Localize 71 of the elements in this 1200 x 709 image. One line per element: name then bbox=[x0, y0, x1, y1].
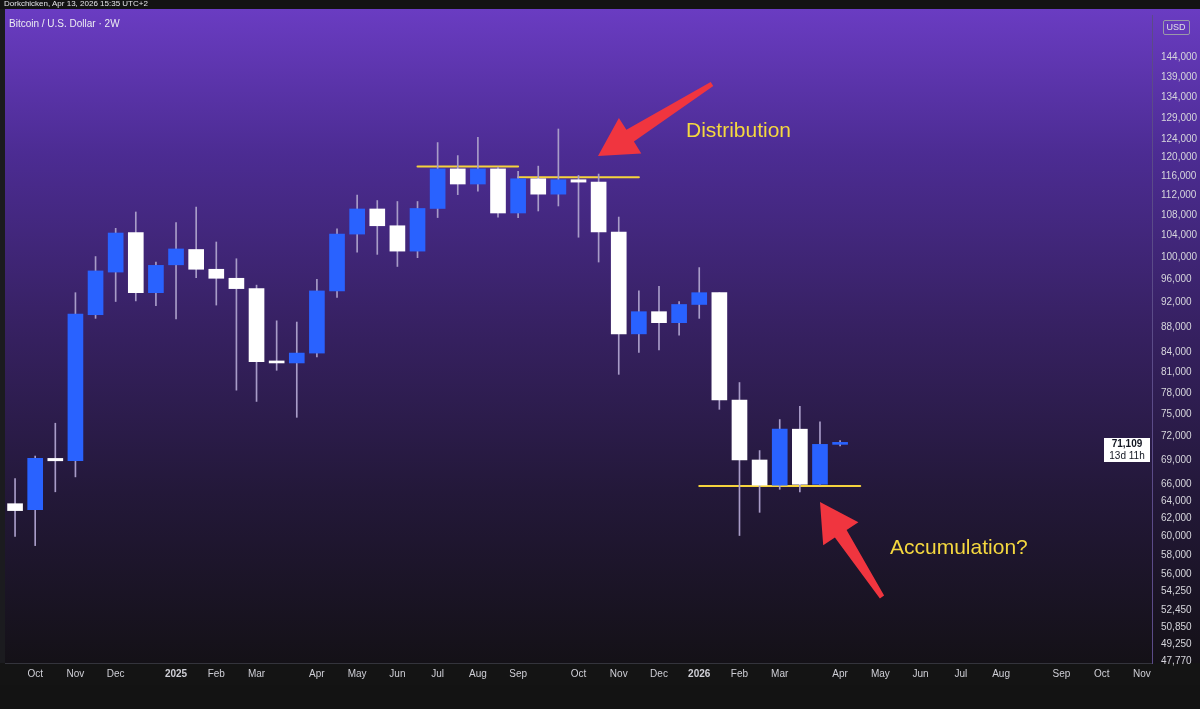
x-tick-label: Oct bbox=[1093, 667, 1110, 679]
y-tick-label: 104,000 bbox=[1161, 229, 1198, 241]
x-tick-label: Jul bbox=[431, 667, 445, 679]
y-tick-label: 54,250 bbox=[1161, 585, 1193, 597]
y-tick-label: 78,000 bbox=[1161, 386, 1193, 398]
candlestick bbox=[168, 222, 184, 320]
x-tick-label: Feb bbox=[730, 667, 749, 679]
x-tick-label: Aug bbox=[468, 667, 487, 679]
y-tick-label: 120,000 bbox=[1161, 151, 1198, 163]
y-tick-label: 81,000 bbox=[1161, 366, 1193, 378]
y-tick-label: 72,000 bbox=[1161, 430, 1193, 442]
text: Dorkchicken, Apr 13, 2026 15:35 UTC+2 bbox=[4, 0, 148, 8]
y-tick-label: 100,000 bbox=[1161, 250, 1198, 262]
x-tick-label: Nov bbox=[609, 667, 628, 679]
y-tick-label: 112,000 bbox=[1161, 188, 1197, 200]
x-tick-label: Sep bbox=[1052, 667, 1071, 679]
y-tick-label: 52,450 bbox=[1161, 603, 1193, 615]
x-tick-label: Jul bbox=[954, 667, 968, 679]
y-tick-label: 75,000 bbox=[1161, 408, 1193, 420]
y-tick-label: 88,000 bbox=[1161, 320, 1193, 332]
x-tick-label: 2025 bbox=[164, 667, 188, 679]
x-tick-label: Dec bbox=[650, 667, 668, 679]
annotation: 71,109 bbox=[1104, 437, 1150, 450]
x-tick-label: Sep bbox=[509, 667, 528, 679]
y-tick-label: 129,000 bbox=[1161, 111, 1198, 123]
y-tick-label: 56,000 bbox=[1161, 567, 1193, 579]
x-tick-label: May bbox=[870, 667, 890, 679]
y-tick-label: 50,850 bbox=[1161, 620, 1193, 632]
y-tick-label: 134,000 bbox=[1161, 90, 1198, 102]
annotation: Accumulation? bbox=[890, 535, 1028, 558]
annotation: Distribution bbox=[686, 118, 792, 141]
y-tick-label: 60,000 bbox=[1161, 530, 1193, 542]
candlestick bbox=[691, 267, 708, 319]
x-tick-label: Nov bbox=[1133, 667, 1151, 679]
x-tick-label: Apr bbox=[309, 667, 326, 679]
x-tick-label: Mar bbox=[247, 667, 266, 679]
y-tick-label: 66,000 bbox=[1161, 478, 1193, 490]
x-tick-label: Nov bbox=[66, 667, 85, 679]
candlestick bbox=[47, 422, 64, 493]
candlestick bbox=[288, 321, 305, 418]
x-tick-label: 2026 bbox=[688, 667, 711, 679]
candlestick bbox=[208, 241, 225, 306]
x-tick-label: May bbox=[347, 667, 367, 679]
x-tick-label: Feb bbox=[207, 667, 226, 679]
y-tick-label: 92,000 bbox=[1161, 296, 1193, 308]
y-tick-label: 47,770 bbox=[1161, 654, 1193, 666]
x-tick-label: Oct bbox=[27, 667, 44, 679]
x-tick-label: Aug bbox=[992, 667, 1010, 679]
y-tick-label: 69,000 bbox=[1161, 453, 1193, 465]
x-tick-label: Dec bbox=[106, 667, 125, 679]
candlestick bbox=[651, 285, 667, 351]
y-tick-label: 108,000 bbox=[1161, 208, 1198, 220]
y-tick-label: 116,000 bbox=[1161, 169, 1197, 181]
candlestick bbox=[7, 478, 23, 537]
y-tick-label: 58,000 bbox=[1161, 548, 1193, 560]
y-axis-title: USD bbox=[1162, 20, 1190, 35]
x-tick-label: Mar bbox=[771, 667, 789, 679]
y-tick-label: 64,000 bbox=[1161, 494, 1193, 506]
chart-title: Bitcoin / U.S. Dollar · 2W bbox=[9, 18, 120, 29]
y-tick-label: 124,000 bbox=[1161, 133, 1198, 145]
x-tick-label: Apr bbox=[832, 667, 849, 679]
y-tick-label: 62,000 bbox=[1161, 512, 1193, 524]
annotation: 13d 11h bbox=[1104, 449, 1150, 462]
y-tick-label: 84,000 bbox=[1161, 346, 1193, 358]
x-tick-label: Jun bbox=[912, 667, 929, 679]
x-tick-label: Jun bbox=[389, 667, 406, 679]
y-tick-label: 49,250 bbox=[1161, 638, 1193, 650]
y-tick-label: 96,000 bbox=[1161, 273, 1193, 285]
x-tick-label: Oct bbox=[570, 667, 587, 679]
y-tick-label: 139,000 bbox=[1161, 70, 1198, 82]
y-tick-label: 144,000 bbox=[1161, 51, 1198, 63]
